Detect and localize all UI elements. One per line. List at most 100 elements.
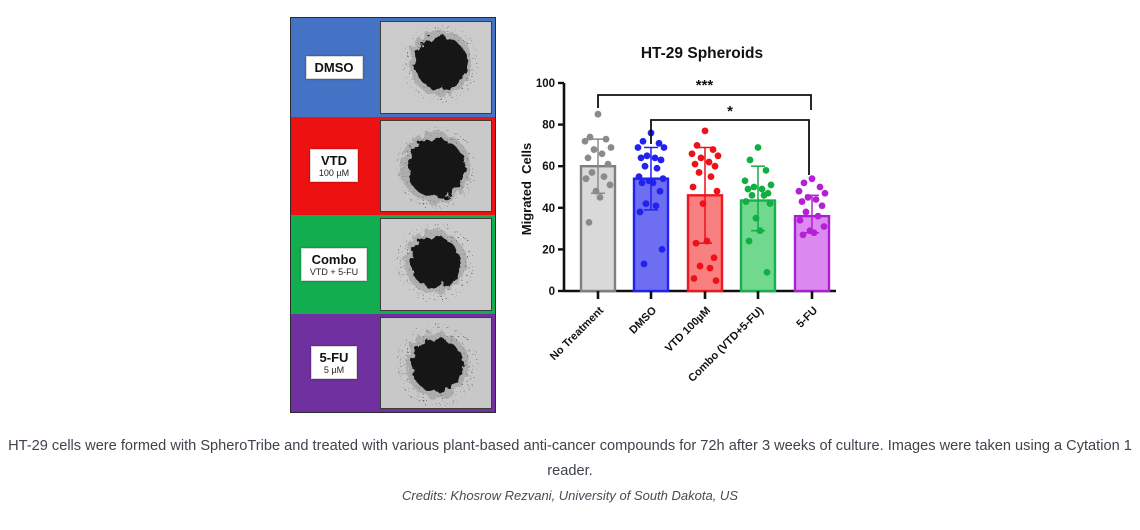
- x-category-label: DMSO: [627, 304, 659, 336]
- treatment-color-cell: VTD 100 µM: [291, 116, 377, 215]
- data-point: [712, 277, 720, 284]
- data-point: [750, 183, 758, 191]
- significance-bracket: [597, 94, 812, 110]
- data-point: [652, 202, 660, 210]
- data-point: [821, 189, 829, 197]
- y-tick-label: 20: [542, 244, 555, 256]
- data-point: [637, 154, 645, 162]
- data-point: [602, 135, 610, 143]
- data-point: [767, 181, 775, 189]
- data-point: [636, 208, 644, 216]
- treatment-color-cell: Combo VTD + 5-FU: [291, 215, 377, 314]
- data-point: [643, 152, 651, 160]
- data-point: [710, 254, 718, 262]
- spheroid-image-frame: [377, 215, 495, 314]
- data-point: [690, 275, 698, 282]
- data-point: [798, 198, 806, 205]
- treatment-label: Combo: [311, 251, 357, 267]
- significance-label: *: [727, 103, 733, 120]
- treatment-label-box: VTD 100 µM: [309, 149, 359, 183]
- data-point: [754, 144, 762, 151]
- data-point: [745, 237, 753, 245]
- combo-spheroid-image: [380, 218, 492, 311]
- data-point: [581, 137, 589, 145]
- data-point: [658, 246, 666, 253]
- data-point: [703, 237, 711, 245]
- data-point: [705, 158, 713, 166]
- data-point: [695, 169, 703, 176]
- treatment-label: DMSO: [314, 59, 354, 75]
- data-point: [709, 146, 717, 153]
- vtd-spheroid-image: [380, 119, 492, 212]
- data-point: [800, 179, 808, 187]
- data-point: [594, 110, 602, 118]
- data-point: [818, 202, 826, 210]
- data-point: [808, 175, 816, 183]
- data-point: [651, 154, 659, 162]
- data-point: [606, 181, 614, 189]
- treatment-color-cell: 5-FU 5 µM: [291, 313, 377, 412]
- y-tick-label: 40: [542, 203, 555, 215]
- data-point: [742, 198, 750, 205]
- data-point: [656, 187, 664, 195]
- data-point: [760, 191, 768, 199]
- data-point: [701, 127, 709, 135]
- data-point: [588, 169, 596, 176]
- data-point: [766, 200, 774, 208]
- data-point: [635, 173, 643, 181]
- data-point: [758, 185, 766, 193]
- data-point: [657, 156, 665, 164]
- x-category-label: No Treatment: [548, 304, 606, 362]
- data-point: [642, 200, 650, 208]
- chart-container: HT-29 Spheroids Migrated Cells 0 20 40 60 80…: [518, 31, 870, 413]
- treatment-row-5-fu: 5-FU 5 µM: [291, 313, 495, 412]
- treatment-sublabel: 5 µM: [323, 365, 345, 376]
- significance-label: ***: [696, 77, 714, 94]
- data-point: [802, 208, 810, 216]
- treatment-panel: DMSO VTD 100 µM Combo VTD + 5-FU 5-FU 5 µM: [290, 17, 496, 413]
- data-point: [590, 146, 598, 153]
- data-point: [795, 187, 803, 195]
- treatment-label-box: DMSO: [305, 55, 363, 79]
- data-point: [660, 144, 668, 151]
- data-point: [744, 185, 752, 193]
- treatment-label: 5-FU: [319, 350, 349, 366]
- treatment-row-combo: Combo VTD + 5-FU: [291, 215, 495, 314]
- treatment-row-vtd: VTD 100 µM: [291, 116, 495, 215]
- data-point: [804, 194, 812, 201]
- data-point: [692, 239, 700, 247]
- data-point: [688, 150, 696, 158]
- treatment-color-cell: DMSO: [291, 18, 377, 117]
- data-point: [711, 162, 719, 170]
- data-point: [639, 137, 647, 145]
- treatment-sublabel: 100 µM: [318, 168, 350, 179]
- caption-credits: Credits: Khosrow Rezvani, University of …: [402, 488, 738, 503]
- data-point: [585, 218, 593, 226]
- data-point: [586, 133, 594, 141]
- dmso-spheroid-image: [380, 21, 492, 114]
- data-point: [746, 156, 754, 164]
- treatment-label: VTD: [320, 153, 347, 169]
- 5fu-spheroid-image: [380, 316, 492, 409]
- treatment-label-box: Combo VTD + 5-FU: [300, 247, 368, 281]
- data-point: [696, 262, 704, 270]
- y-tick-label: 100: [536, 78, 555, 90]
- data-point: [582, 175, 590, 183]
- data-point: [810, 229, 818, 237]
- data-point: [756, 227, 764, 235]
- data-point: [763, 268, 771, 276]
- y-axis-label: Migrated Cells: [519, 143, 534, 235]
- data-point: [653, 164, 661, 172]
- bar-chart: HT-29 Spheroids Migrated Cells 0 20 40 60 80…: [519, 45, 836, 385]
- data-point: [816, 183, 824, 191]
- x-category-label: VTD 100µM: [663, 305, 713, 355]
- data-point: [713, 187, 721, 195]
- data-point: [699, 200, 707, 208]
- chart-title: HT-29 Spheroids: [641, 45, 763, 62]
- data-point: [799, 231, 807, 239]
- data-point: [641, 162, 649, 170]
- data-point: [634, 144, 642, 151]
- data-point: [691, 160, 699, 168]
- data-point: [689, 183, 697, 191]
- caption-text: HT-29 cells were formed with SpheroTribe…: [8, 438, 1132, 479]
